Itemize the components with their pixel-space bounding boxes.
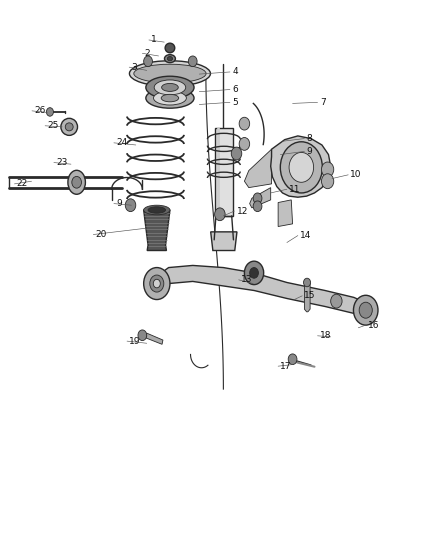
Circle shape (239, 138, 250, 150)
Ellipse shape (146, 88, 194, 108)
Text: 17: 17 (280, 362, 292, 370)
Circle shape (331, 294, 342, 308)
Circle shape (239, 117, 250, 130)
Text: 4: 4 (232, 68, 238, 76)
Polygon shape (304, 284, 310, 312)
Polygon shape (215, 128, 233, 216)
Circle shape (231, 147, 242, 160)
Circle shape (304, 278, 311, 287)
Circle shape (138, 330, 147, 341)
Text: 23: 23 (56, 158, 67, 167)
Ellipse shape (162, 84, 178, 92)
Polygon shape (250, 188, 271, 208)
Text: 18: 18 (320, 332, 331, 340)
Ellipse shape (161, 94, 179, 102)
Polygon shape (151, 265, 368, 316)
Text: 20: 20 (95, 230, 107, 239)
Ellipse shape (167, 56, 173, 61)
Circle shape (359, 302, 372, 318)
Text: 3: 3 (131, 63, 137, 71)
Text: 2: 2 (145, 49, 150, 58)
Ellipse shape (144, 205, 170, 215)
Text: 19: 19 (129, 337, 141, 345)
Text: 9: 9 (307, 147, 312, 156)
Ellipse shape (153, 91, 187, 105)
Ellipse shape (61, 118, 78, 135)
Text: 13: 13 (241, 276, 252, 284)
Text: 22: 22 (17, 180, 28, 188)
Polygon shape (146, 333, 163, 344)
Polygon shape (278, 200, 293, 227)
Ellipse shape (72, 176, 81, 188)
Ellipse shape (68, 171, 85, 195)
Circle shape (125, 199, 136, 212)
Polygon shape (144, 210, 170, 251)
Ellipse shape (65, 123, 73, 131)
Ellipse shape (165, 43, 175, 53)
Circle shape (250, 268, 258, 278)
Text: 10: 10 (350, 171, 362, 179)
Circle shape (215, 208, 225, 221)
Polygon shape (211, 232, 237, 251)
Circle shape (153, 279, 160, 288)
Text: 6: 6 (232, 85, 238, 94)
Text: 1: 1 (151, 36, 157, 44)
Text: 7: 7 (320, 98, 325, 107)
Text: 14: 14 (300, 231, 311, 240)
Circle shape (289, 152, 314, 182)
Circle shape (244, 261, 264, 285)
Polygon shape (244, 149, 272, 188)
Ellipse shape (134, 64, 206, 83)
Circle shape (253, 193, 262, 204)
Text: 16: 16 (368, 321, 379, 329)
Circle shape (253, 201, 262, 212)
Ellipse shape (154, 80, 186, 95)
Circle shape (150, 275, 164, 292)
Text: 5: 5 (232, 98, 238, 107)
Circle shape (144, 268, 170, 300)
Text: 12: 12 (237, 207, 248, 215)
Text: 15: 15 (304, 292, 316, 300)
Circle shape (321, 174, 334, 189)
Text: 24: 24 (116, 139, 127, 147)
Circle shape (280, 142, 322, 193)
Polygon shape (271, 136, 331, 197)
Text: 26: 26 (34, 107, 46, 115)
Text: 11: 11 (289, 185, 300, 193)
Text: 8: 8 (307, 134, 312, 143)
Ellipse shape (165, 55, 175, 63)
Circle shape (288, 354, 297, 365)
Text: 25: 25 (47, 122, 59, 130)
Circle shape (353, 295, 378, 325)
Circle shape (144, 56, 152, 67)
Circle shape (46, 108, 53, 116)
Circle shape (321, 162, 334, 177)
Text: 9: 9 (116, 199, 122, 208)
Circle shape (188, 56, 197, 67)
Ellipse shape (148, 207, 166, 213)
Ellipse shape (130, 61, 210, 86)
Ellipse shape (146, 76, 194, 99)
